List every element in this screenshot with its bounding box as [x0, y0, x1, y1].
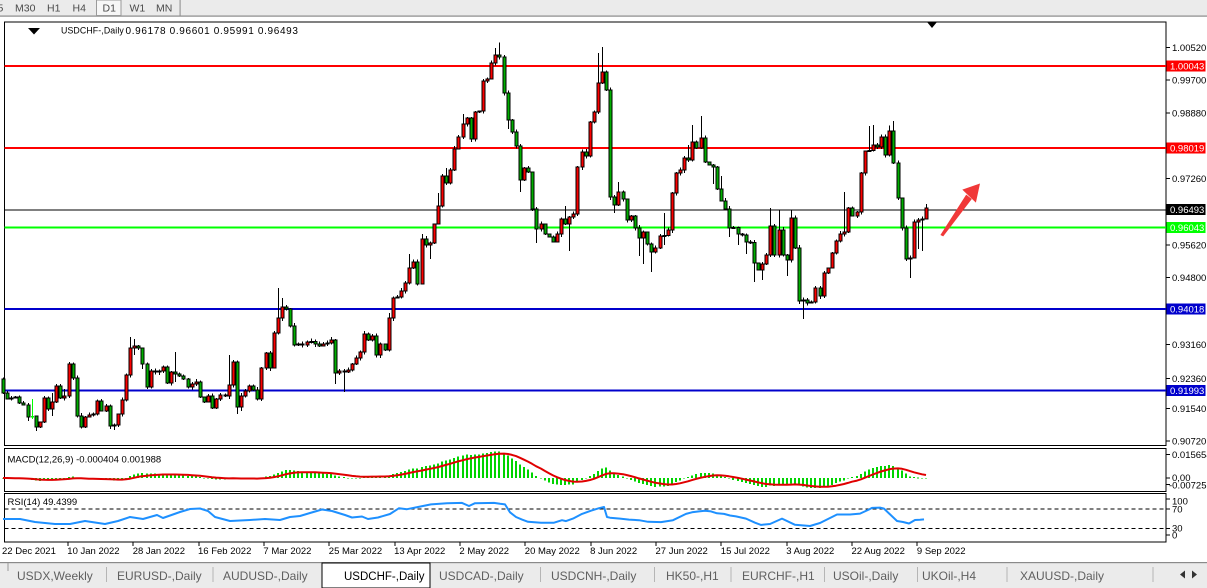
- svg-text:-0.007259: -0.007259: [1169, 481, 1207, 492]
- svg-text:0.95620: 0.95620: [1172, 240, 1206, 251]
- svg-text:H4: H4: [73, 3, 87, 15]
- svg-text:USDCNH-,Daily: USDCNH-,Daily: [551, 569, 636, 583]
- svg-text:15 Jul 2022: 15 Jul 2022: [721, 546, 770, 557]
- svg-text:1.00043: 1.00043: [1170, 62, 1204, 73]
- svg-text:10 Jan 2022: 10 Jan 2022: [67, 546, 119, 557]
- svg-text:0.97260: 0.97260: [1172, 174, 1206, 185]
- svg-text:0.99700: 0.99700: [1172, 76, 1206, 87]
- svg-text:0.92360: 0.92360: [1172, 374, 1206, 385]
- svg-text:25 Mar 2022: 25 Mar 2022: [329, 546, 382, 557]
- svg-text:8 Jun 2022: 8 Jun 2022: [590, 546, 637, 557]
- svg-text:EURCHF-,H1: EURCHF-,H1: [742, 569, 815, 583]
- svg-text:0.91993: 0.91993: [1170, 386, 1204, 397]
- svg-text:22 Dec 2021: 22 Dec 2021: [2, 546, 56, 557]
- svg-text:0.96178 0.96601 0.95991 0.9649: 0.96178 0.96601 0.95991 0.96493: [126, 26, 299, 37]
- svg-text:USDCHF-,Daily: USDCHF-,Daily: [344, 571, 425, 583]
- svg-text:MN: MN: [156, 3, 172, 15]
- svg-text:0.98880: 0.98880: [1172, 109, 1206, 120]
- svg-text:USOil-,Daily: USOil-,Daily: [833, 569, 898, 583]
- svg-text:20 May 2022: 20 May 2022: [525, 546, 580, 557]
- svg-text:H1: H1: [47, 3, 61, 15]
- svg-text:UKOil-,H4: UKOil-,H4: [922, 569, 976, 583]
- svg-text:22 Aug 2022: 22 Aug 2022: [852, 546, 905, 557]
- svg-text:0.96493: 0.96493: [1170, 205, 1204, 216]
- svg-text:0.015654: 0.015654: [1172, 450, 1207, 461]
- svg-text:0.93160: 0.93160: [1172, 340, 1206, 351]
- svg-text:0.94018: 0.94018: [1170, 305, 1204, 316]
- svg-text:USDCHF-,Daily: USDCHF-,Daily: [61, 26, 124, 36]
- svg-text:9 Sep 2022: 9 Sep 2022: [917, 546, 966, 557]
- svg-text:0.98019: 0.98019: [1170, 143, 1204, 154]
- svg-text:100: 100: [1172, 497, 1188, 508]
- svg-text:13 Apr 2022: 13 Apr 2022: [394, 546, 445, 557]
- svg-text:XAUUSD-,Daily: XAUUSD-,Daily: [1020, 569, 1104, 583]
- svg-text:D1: D1: [103, 3, 117, 15]
- svg-text:USDCAD-,Daily: USDCAD-,Daily: [439, 569, 524, 583]
- svg-text:0.90720: 0.90720: [1172, 437, 1206, 448]
- svg-text:7 Mar 2022: 7 Mar 2022: [263, 546, 311, 557]
- svg-text:16 Feb 2022: 16 Feb 2022: [198, 546, 251, 557]
- svg-text:RSI(14) 49.4399: RSI(14) 49.4399: [8, 497, 78, 508]
- svg-text:0,00: 0,00: [1172, 473, 1191, 484]
- svg-text:W1: W1: [130, 3, 146, 15]
- svg-text:HK50-,H1: HK50-,H1: [666, 569, 719, 583]
- svg-text:MACD(12,26,9) -0.000404 0.0019: MACD(12,26,9) -0.000404 0.001988: [8, 455, 162, 466]
- svg-text:0: 0: [1172, 531, 1177, 542]
- svg-text:M30: M30: [15, 3, 36, 15]
- svg-text:5: 5: [0, 3, 4, 15]
- svg-text:0.91540: 0.91540: [1172, 404, 1206, 415]
- svg-text:3 Aug 2022: 3 Aug 2022: [786, 546, 834, 557]
- svg-text:70: 70: [1172, 505, 1183, 516]
- svg-text:27 Jun 2022: 27 Jun 2022: [656, 546, 708, 557]
- svg-text:0.96043: 0.96043: [1170, 223, 1204, 234]
- svg-text:EURUSD-,Daily: EURUSD-,Daily: [117, 569, 202, 583]
- svg-text:USDX,Weekly: USDX,Weekly: [17, 569, 93, 583]
- svg-text:2 May 2022: 2 May 2022: [459, 546, 509, 557]
- svg-text:30: 30: [1172, 524, 1183, 535]
- svg-text:1.00520: 1.00520: [1172, 43, 1206, 54]
- svg-text:28 Jan 2022: 28 Jan 2022: [133, 546, 185, 557]
- svg-text:AUDUSD-,Daily: AUDUSD-,Daily: [223, 569, 308, 583]
- svg-text:0.94800: 0.94800: [1172, 273, 1206, 284]
